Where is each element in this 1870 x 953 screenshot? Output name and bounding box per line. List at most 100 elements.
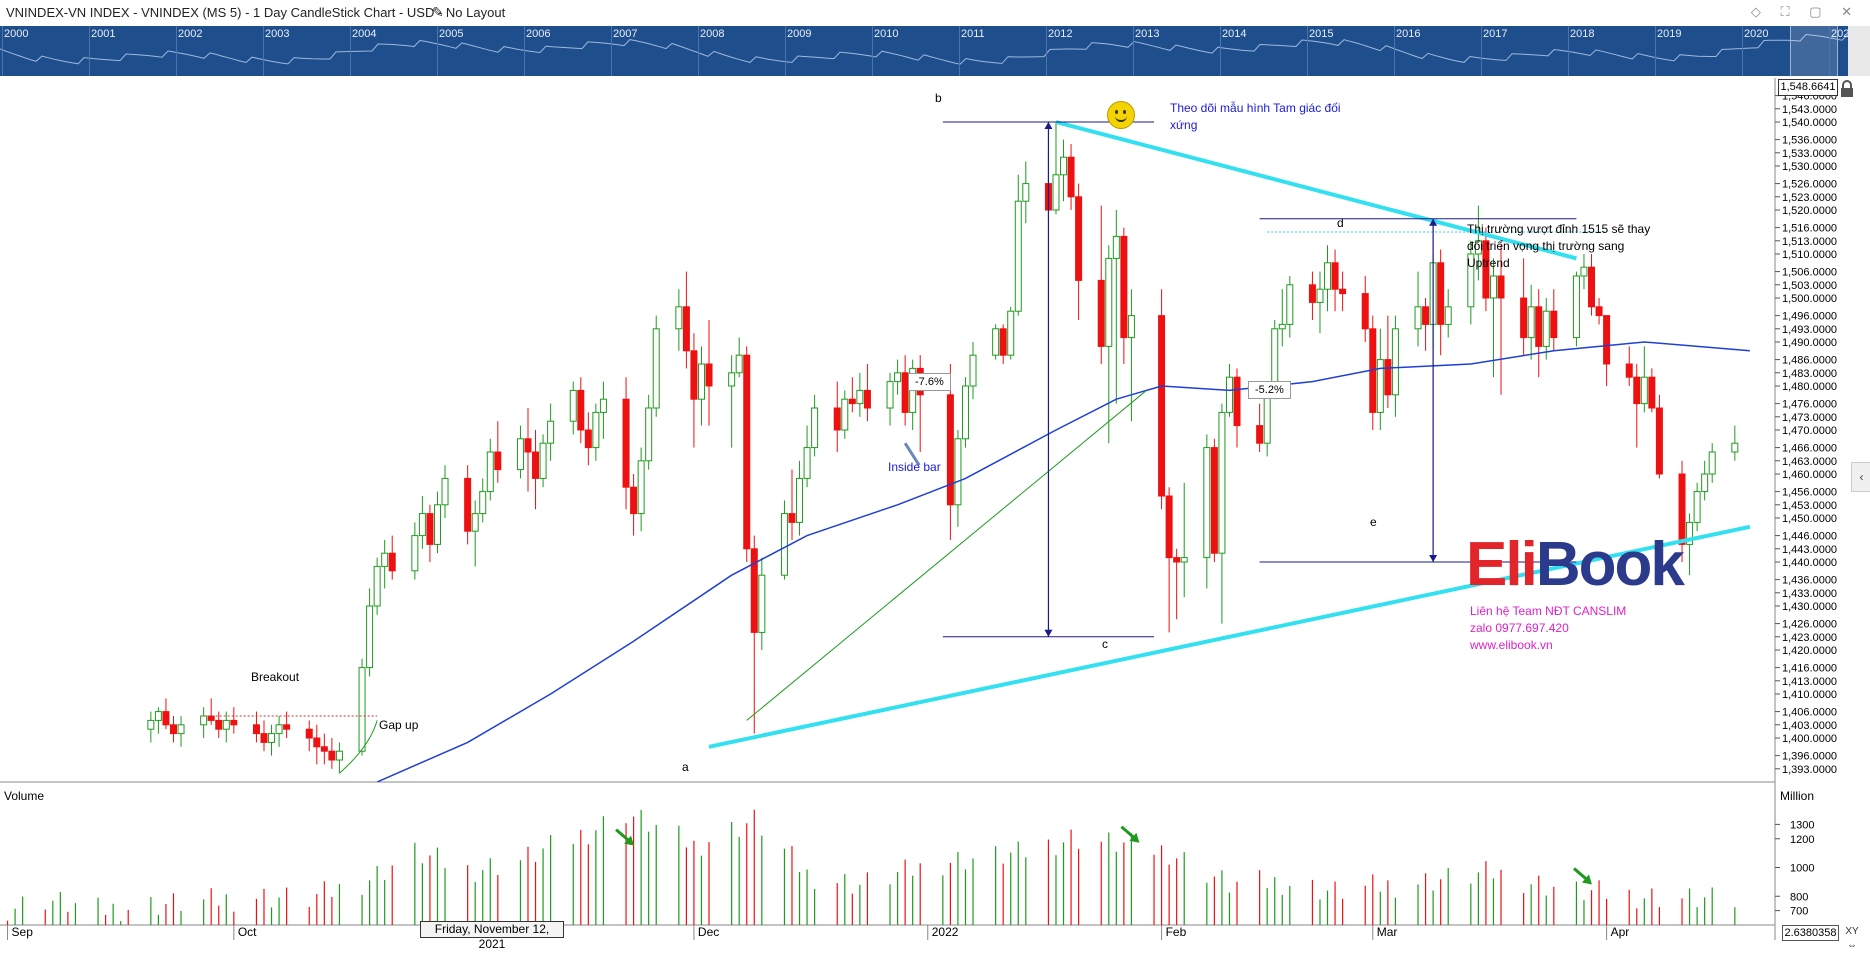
xy-toggle-button[interactable]: XY ⇔	[1845, 926, 1859, 951]
navigator-handle[interactable]	[1790, 26, 1838, 76]
candle-body	[441, 477, 449, 506]
candle-body	[1603, 315, 1611, 365]
candle-body	[1210, 447, 1218, 554]
price-tick-label: 1,393.0000	[1782, 764, 1837, 776]
candle-body	[992, 328, 1000, 356]
price-tick-label: 1,450.0000	[1782, 513, 1837, 525]
contact-line-1: Liên hệ Team NĐT CANSLIM	[1470, 604, 1627, 618]
window-title: VNINDEX-VN INDEX - VNINDEX (MS 5) - 1 Da…	[6, 5, 506, 20]
candle-body	[320, 746, 328, 752]
navigator-year-label: 2007	[613, 28, 638, 40]
candle-body	[901, 372, 909, 413]
candle-body	[532, 451, 540, 479]
candle-body	[1678, 473, 1686, 545]
navigator-year-label: 2013	[1135, 28, 1160, 40]
navigator-year-tick	[1742, 26, 1743, 76]
measure-arrow-left-head	[1044, 629, 1053, 637]
candle-body	[1391, 328, 1399, 396]
window-controls[interactable]: ◇ ⛶ ▢ ✕	[1750, 4, 1860, 19]
price-tick-label: 1,526.0000	[1782, 179, 1837, 191]
volume-tick-label: 700	[1790, 906, 1808, 918]
price-tick-label: 1,540.0000	[1782, 117, 1837, 129]
navigator-year-label: 2010	[874, 28, 899, 40]
price-tick-label: 1,463.0000	[1782, 456, 1837, 468]
price-tick-label: 1,443.0000	[1782, 544, 1837, 556]
candle-body	[169, 724, 177, 735]
measure-arrow-right-tail	[1429, 218, 1438, 226]
candle-body	[1324, 262, 1332, 290]
measure-arrow-right-head	[1429, 555, 1438, 562]
wave-label-a: a	[682, 760, 689, 774]
candle-body	[622, 398, 630, 488]
candle-body	[599, 398, 607, 413]
lock-icon[interactable]	[1838, 80, 1856, 98]
time-navigator[interactable]: 2000 2001 2002 2003 2004 2005 2006 2007 2008 2009…	[0, 26, 1848, 76]
candle-body	[1316, 288, 1324, 303]
candle-body	[758, 574, 766, 633]
candle-body	[577, 389, 585, 431]
candle-body	[1173, 557, 1181, 563]
candle-body	[418, 513, 426, 537]
candle-body	[682, 306, 690, 352]
candle-body	[1120, 235, 1128, 339]
candle-body	[833, 407, 841, 431]
candle-body	[652, 328, 660, 409]
candle-body	[1731, 442, 1739, 453]
candle-body	[946, 394, 954, 506]
candle-body	[894, 372, 902, 383]
candle-body	[841, 398, 849, 431]
upper-trendline	[1055, 120, 1577, 261]
time-tick-label: 2022	[932, 925, 959, 939]
price-tick-label: 1,523.0000	[1782, 192, 1837, 204]
candle-body	[863, 389, 871, 409]
price-tick-label: 1,516.0000	[1782, 223, 1837, 235]
candle-body	[690, 350, 698, 400]
candle-body	[147, 719, 155, 730]
collapse-panel-icon[interactable]: ‹	[1851, 462, 1870, 492]
navigator-year-label: 2011	[961, 28, 985, 40]
candle-body	[1022, 183, 1030, 202]
navigator-year-label: 2000	[4, 28, 29, 40]
candle-body	[1165, 495, 1173, 559]
time-tick-label: Dec	[698, 925, 719, 939]
edit-pencil-icon[interactable]: ✎	[432, 4, 444, 20]
navigator-year-tick	[1220, 26, 1221, 76]
price-tick-label: 1,436.0000	[1782, 575, 1837, 587]
candle-body	[803, 447, 811, 479]
candle-body	[1648, 376, 1656, 409]
candle-body	[1278, 323, 1286, 330]
navigator-year-tick	[263, 26, 264, 76]
navigator-year-label: 2004	[352, 28, 377, 40]
candle-body	[200, 715, 208, 726]
candle-body	[1482, 240, 1490, 299]
candle-body	[1701, 473, 1709, 493]
wave-label-d: d	[1337, 216, 1344, 230]
candle-body	[1097, 279, 1105, 347]
navigator-year-tick	[1394, 26, 1395, 76]
pct-change-right: -5.2%	[1248, 381, 1291, 399]
candle-body	[1376, 359, 1384, 413]
volume-last-value: 2.6380358	[1782, 925, 1839, 941]
candle-body	[1007, 310, 1015, 356]
navigator-year-tick	[698, 26, 699, 76]
volume-tick-label: 1300	[1790, 819, 1814, 831]
navigator-year-tick	[437, 26, 438, 76]
navigator-year-tick	[1046, 26, 1047, 76]
candle-body	[1014, 200, 1022, 312]
candle-body	[547, 420, 555, 444]
time-tick-label: Sep	[12, 925, 34, 939]
price-tick-label: 1,413.0000	[1782, 676, 1837, 688]
navigator-scrollbar[interactable]	[1848, 26, 1870, 76]
candle-body	[1203, 447, 1211, 559]
navigator-year-tick	[611, 26, 612, 76]
price-tick-label: 1,460.0000	[1782, 469, 1837, 481]
navigator-year-label: 2014	[1222, 28, 1247, 40]
price-tick-label: 1,500.0000	[1782, 293, 1837, 305]
navigator-price-line	[0, 33, 1848, 65]
candle-body	[1414, 306, 1422, 330]
navigator-year-tick	[785, 26, 786, 76]
candle-body	[1263, 394, 1271, 444]
price-tick-label: 1,493.0000	[1782, 324, 1837, 336]
candle-body	[1233, 376, 1241, 427]
